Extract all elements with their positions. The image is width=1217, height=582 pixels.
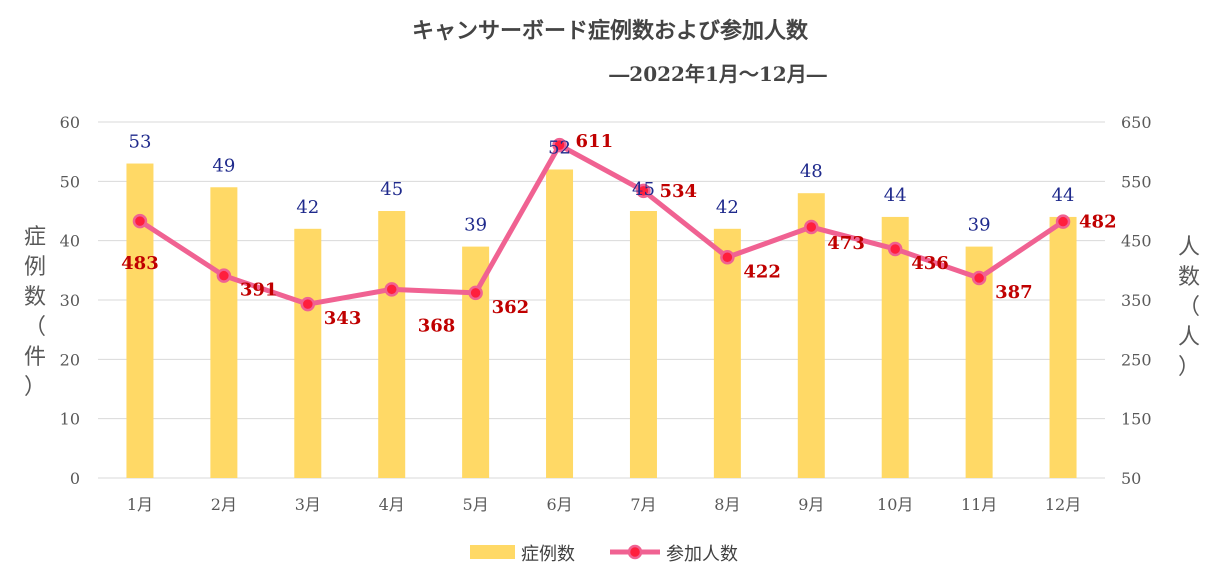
x-tick-label: 6月: [546, 495, 572, 514]
bar: [1049, 216, 1077, 478]
bar-value-label: 45: [380, 179, 403, 200]
bar-series: [126, 163, 1077, 479]
line-value-label: 391: [240, 280, 278, 301]
legend-bar-swatch: [470, 545, 515, 559]
bar: [126, 163, 154, 479]
line-value-label: 611: [576, 131, 614, 152]
y-right-tick-label: 650: [1121, 113, 1152, 132]
line-value-label: 387: [995, 282, 1033, 303]
bar: [294, 228, 322, 478]
y-right-tick-label: 550: [1121, 172, 1152, 191]
legend-line-marker: [627, 544, 643, 560]
line-marker: [384, 282, 399, 297]
x-tick-label: 4月: [379, 495, 405, 514]
chart-subtitle: ―2022年1月～12月―: [609, 62, 826, 86]
gridlines: [98, 121, 1105, 479]
x-tick-label: 9月: [798, 495, 824, 514]
line-value-label: 362: [492, 297, 530, 318]
chart-title: キャンサーボード症例数および参加人数: [412, 18, 809, 44]
line-value-label: 482: [1079, 212, 1117, 233]
x-tick-label: 8月: [714, 495, 740, 514]
y-left-tick-label: 10: [60, 410, 80, 429]
line-value-label: 422: [743, 261, 781, 282]
line-value-label: 473: [827, 233, 865, 254]
y-right-tick-label: 250: [1121, 350, 1152, 369]
bar: [210, 187, 238, 478]
bar: [546, 169, 574, 478]
line-marker: [468, 285, 483, 301]
bar: [462, 246, 490, 478]
bar-value-label: 42: [296, 197, 319, 218]
bar-value-label: 42: [716, 197, 739, 218]
bar-value-label: 39: [968, 215, 991, 236]
x-tick-label: 11月: [961, 495, 997, 514]
bar: [713, 228, 741, 478]
y-left-tick-label: 30: [60, 291, 80, 310]
y-left-tick-label: 50: [60, 172, 80, 191]
y-right-tick-label: 50: [1121, 469, 1141, 488]
legend: 症例数 参加人数: [470, 544, 738, 565]
bar-value-label: 49: [212, 155, 235, 176]
data-labels: 53 49 42 45 39 52 45 42 48 44 39 44 483 391 343 368 362 6…: [121, 131, 1116, 336]
legend-bar-label: 症例数: [521, 544, 575, 565]
line-marker: [216, 268, 232, 283]
bar-value-label: 44: [884, 185, 907, 206]
x-tick-label: 5月: [463, 495, 489, 514]
bar: [881, 216, 909, 478]
y-right-tick-label: 350: [1121, 291, 1152, 310]
y-right-tick-label: 450: [1121, 232, 1152, 251]
bar-value-label: 53: [129, 132, 152, 153]
bar-value-label: 52: [548, 137, 571, 158]
line-marker: [636, 183, 651, 199]
x-tick-label: 1月: [127, 495, 153, 514]
axis-titles: 症例数（件） 人数（人）: [24, 225, 1200, 400]
y-left-tick-label: 0: [70, 469, 80, 488]
y-left-tick-label: 40: [60, 232, 80, 251]
bar-value-label: 48: [800, 161, 823, 182]
line-marker: [971, 270, 987, 286]
line-marker: [300, 296, 316, 312]
bar-value-label: 45: [632, 179, 655, 200]
bar: [797, 193, 825, 478]
line-value-label: 368: [418, 315, 456, 336]
line-value-label: 343: [324, 308, 362, 329]
x-tick-label: 3月: [295, 495, 321, 514]
y-left-tick-label: 60: [60, 113, 80, 132]
line-value-label: 534: [659, 181, 697, 202]
x-tick-label: 12月: [1045, 495, 1081, 514]
line-series: [132, 137, 1071, 312]
axes: 0 10 20 30 40 50 60 50 150 250 350 450 550 650 1月 2月 3月 4…: [60, 113, 1152, 514]
line-path: [137, 142, 1066, 307]
line-marker: [887, 241, 903, 257]
bar: [378, 211, 406, 478]
line-marker: [132, 213, 148, 229]
y-left-tick-label: 20: [60, 350, 80, 369]
line-value-label: 436: [911, 253, 949, 274]
x-tick-label: 7月: [630, 495, 656, 514]
line-marker: [804, 219, 819, 235]
line-marker: [552, 137, 567, 153]
x-tick-label: 2月: [211, 495, 237, 514]
x-tick-label: 10月: [877, 495, 913, 514]
legend-line-label: 参加人数: [666, 544, 738, 565]
bar-value-label: 39: [464, 215, 487, 236]
y-right-tick-label: 150: [1121, 410, 1152, 429]
bar-value-label: 44: [1052, 185, 1075, 206]
line-marker: [1055, 214, 1071, 229]
line-marker: [720, 250, 735, 265]
bar: [629, 211, 657, 478]
y-right-axis-title: 人数（人）: [1178, 235, 1200, 380]
line-value-label: 483: [121, 253, 159, 274]
y-left-axis-title: 症例数（件）: [24, 225, 46, 400]
